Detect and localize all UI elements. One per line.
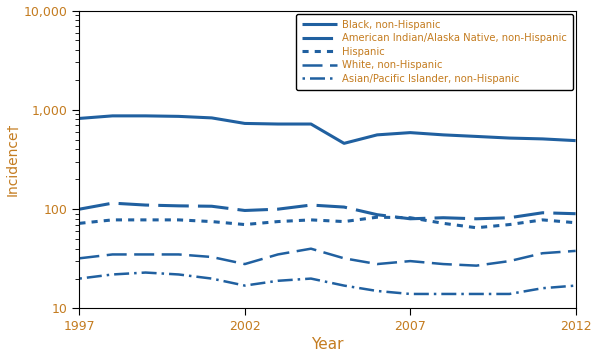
Asian/Pacific Islander, non-Hispanic bbox=[175, 272, 182, 277]
Legend: Black, non-Hispanic, American Indian/Alaska Native, non-Hispanic, Hispanic, Whit: Black, non-Hispanic, American Indian/Ala… bbox=[296, 14, 573, 90]
Black, non-Hispanic bbox=[407, 130, 414, 135]
American Indian/Alaska Native, non-Hispanic bbox=[175, 204, 182, 208]
Black, non-Hispanic bbox=[539, 137, 546, 141]
X-axis label: Year: Year bbox=[311, 338, 344, 352]
White, non-Hispanic bbox=[241, 262, 248, 266]
Asian/Pacific Islander, non-Hispanic bbox=[572, 284, 579, 288]
White, non-Hispanic bbox=[109, 252, 116, 257]
White, non-Hispanic bbox=[539, 251, 546, 255]
White, non-Hispanic bbox=[340, 256, 347, 261]
Asian/Pacific Islander, non-Hispanic bbox=[241, 284, 248, 288]
American Indian/Alaska Native, non-Hispanic bbox=[241, 208, 248, 213]
Black, non-Hispanic bbox=[142, 114, 149, 118]
Asian/Pacific Islander, non-Hispanic bbox=[76, 276, 83, 281]
White, non-Hispanic bbox=[407, 259, 414, 263]
Asian/Pacific Islander, non-Hispanic bbox=[440, 292, 447, 296]
Hispanic bbox=[307, 218, 315, 222]
American Indian/Alaska Native, non-Hispanic bbox=[142, 203, 149, 207]
Line: Asian/Pacific Islander, non-Hispanic: Asian/Pacific Islander, non-Hispanic bbox=[79, 272, 576, 294]
Black, non-Hispanic bbox=[374, 133, 381, 137]
Line: Black, non-Hispanic: Black, non-Hispanic bbox=[79, 116, 576, 143]
Hispanic bbox=[572, 221, 579, 225]
Hispanic bbox=[76, 221, 83, 226]
Line: White, non-Hispanic: White, non-Hispanic bbox=[79, 249, 576, 266]
Black, non-Hispanic bbox=[506, 136, 513, 140]
Hispanic bbox=[241, 222, 248, 227]
Black, non-Hispanic bbox=[109, 114, 116, 118]
Hispanic bbox=[440, 221, 447, 226]
White, non-Hispanic bbox=[307, 247, 315, 251]
American Indian/Alaska Native, non-Hispanic bbox=[407, 217, 414, 221]
Asian/Pacific Islander, non-Hispanic bbox=[208, 276, 216, 281]
American Indian/Alaska Native, non-Hispanic bbox=[440, 216, 447, 220]
Asian/Pacific Islander, non-Hispanic bbox=[340, 284, 347, 288]
Hispanic bbox=[142, 218, 149, 222]
American Indian/Alaska Native, non-Hispanic bbox=[208, 204, 216, 208]
White, non-Hispanic bbox=[274, 252, 281, 257]
Black, non-Hispanic bbox=[241, 121, 248, 126]
American Indian/Alaska Native, non-Hispanic bbox=[340, 205, 347, 209]
Black, non-Hispanic bbox=[307, 122, 315, 126]
White, non-Hispanic bbox=[440, 262, 447, 266]
Asian/Pacific Islander, non-Hispanic bbox=[109, 272, 116, 277]
American Indian/Alaska Native, non-Hispanic bbox=[572, 212, 579, 216]
Black, non-Hispanic bbox=[473, 134, 480, 139]
Hispanic bbox=[340, 219, 347, 224]
Black, non-Hispanic bbox=[440, 133, 447, 137]
White, non-Hispanic bbox=[473, 263, 480, 268]
Line: American Indian/Alaska Native, non-Hispanic: American Indian/Alaska Native, non-Hispa… bbox=[79, 203, 576, 219]
Hispanic bbox=[506, 222, 513, 227]
White, non-Hispanic bbox=[142, 252, 149, 257]
Asian/Pacific Islander, non-Hispanic bbox=[407, 292, 414, 296]
American Indian/Alaska Native, non-Hispanic bbox=[506, 216, 513, 220]
Y-axis label: Incidence†: Incidence† bbox=[5, 123, 20, 196]
American Indian/Alaska Native, non-Hispanic bbox=[76, 207, 83, 211]
White, non-Hispanic bbox=[572, 249, 579, 253]
White, non-Hispanic bbox=[374, 262, 381, 266]
Asian/Pacific Islander, non-Hispanic bbox=[539, 286, 546, 290]
Black, non-Hispanic bbox=[340, 141, 347, 145]
Black, non-Hispanic bbox=[175, 114, 182, 118]
Asian/Pacific Islander, non-Hispanic bbox=[473, 292, 480, 296]
White, non-Hispanic bbox=[76, 256, 83, 261]
Hispanic bbox=[208, 219, 216, 224]
American Indian/Alaska Native, non-Hispanic bbox=[473, 217, 480, 221]
Asian/Pacific Islander, non-Hispanic bbox=[142, 270, 149, 275]
Hispanic bbox=[539, 218, 546, 222]
Black, non-Hispanic bbox=[274, 122, 281, 126]
Hispanic bbox=[374, 215, 381, 219]
Hispanic bbox=[407, 216, 414, 220]
American Indian/Alaska Native, non-Hispanic bbox=[307, 203, 315, 207]
Black, non-Hispanic bbox=[76, 116, 83, 121]
Hispanic bbox=[473, 226, 480, 230]
Hispanic bbox=[109, 218, 116, 222]
Hispanic bbox=[175, 218, 182, 222]
Asian/Pacific Islander, non-Hispanic bbox=[274, 279, 281, 283]
Black, non-Hispanic bbox=[208, 116, 216, 120]
American Indian/Alaska Native, non-Hispanic bbox=[274, 207, 281, 211]
Line: Hispanic: Hispanic bbox=[79, 217, 576, 228]
American Indian/Alaska Native, non-Hispanic bbox=[374, 213, 381, 217]
Asian/Pacific Islander, non-Hispanic bbox=[374, 289, 381, 293]
Asian/Pacific Islander, non-Hispanic bbox=[307, 276, 315, 281]
White, non-Hispanic bbox=[175, 252, 182, 257]
Black, non-Hispanic bbox=[572, 139, 579, 143]
Asian/Pacific Islander, non-Hispanic bbox=[506, 292, 513, 296]
American Indian/Alaska Native, non-Hispanic bbox=[539, 211, 546, 215]
White, non-Hispanic bbox=[506, 259, 513, 263]
White, non-Hispanic bbox=[208, 255, 216, 259]
Hispanic bbox=[274, 219, 281, 224]
American Indian/Alaska Native, non-Hispanic bbox=[109, 201, 116, 205]
